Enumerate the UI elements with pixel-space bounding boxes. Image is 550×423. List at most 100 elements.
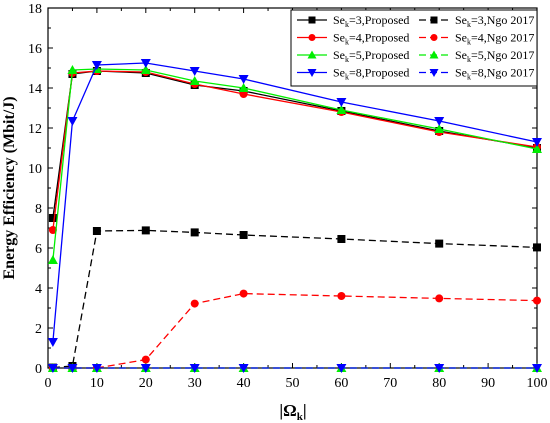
data-point-triangle-down	[307, 69, 317, 77]
legend-item: Sek=4,Proposed	[297, 31, 409, 47]
x-tick-label: 30	[188, 376, 202, 391]
data-point-triangle-down	[336, 364, 347, 373]
y-tick-label: 10	[28, 162, 42, 177]
legend-item: Sek=5,Proposed	[297, 48, 409, 64]
y-tick-label: 6	[35, 242, 42, 257]
legend: Sek=3,Proposed Sek=3,Ngo 2017 Sek=4,Propos…	[290, 9, 538, 87]
series-line	[52, 68, 538, 261]
series-4	[48, 289, 541, 372]
data-point-triangle-down	[47, 364, 58, 373]
series-line	[52, 70, 538, 219]
y-tick-label: 12	[28, 122, 42, 137]
data-point-triangle-down	[434, 117, 445, 126]
data-point-triangle-down	[238, 364, 249, 373]
series-line	[52, 70, 538, 231]
legend-item: Sek=5,Ngo 2017	[419, 48, 534, 64]
data-point-square	[435, 239, 444, 248]
data-point-circle	[141, 355, 150, 364]
data-point-triangle-up	[47, 255, 58, 264]
legend-item: Sek=8,Ngo 2017	[419, 66, 534, 82]
y-tick-label: 14	[28, 82, 42, 97]
x-tick-label: 20	[139, 376, 153, 391]
data-point-triangle-up	[140, 65, 151, 74]
data-point-circle	[308, 34, 316, 41]
data-point-triangle-up	[189, 76, 200, 85]
legend-item: Sek=8,Proposed	[297, 66, 409, 82]
data-point-triangle-up	[336, 105, 347, 114]
data-point-triangle-down	[140, 364, 151, 373]
x-tick-label: 40	[237, 376, 251, 391]
data-point-square	[239, 231, 248, 239]
series-8	[47, 364, 542, 373]
data-point-triangle-down	[189, 67, 200, 76]
data-point-triangle-down	[140, 59, 151, 68]
data-point-circle	[435, 294, 444, 303]
series-line	[52, 62, 538, 343]
data-point-triangle-down	[532, 364, 542, 373]
y-axis-title: Energy Efficiency (Mbit/J)	[1, 96, 18, 279]
series-line	[52, 292, 538, 369]
data-point-circle	[239, 289, 248, 298]
data-point-circle	[190, 299, 199, 308]
data-point-square	[92, 227, 101, 235]
data-point-circle	[430, 34, 438, 41]
data-point-triangle-up	[434, 124, 445, 133]
data-point-triangle-down	[189, 364, 200, 373]
x-tick-label: 10	[90, 376, 104, 391]
y-tick-label: 0	[35, 362, 42, 377]
y-tick-label: 2	[35, 322, 42, 337]
legend-label: Sek=8,Proposed	[333, 66, 409, 82]
data-point-circle	[337, 292, 346, 300]
data-point-triangle-down	[67, 117, 78, 126]
data-point-square	[337, 235, 346, 243]
legend-label: Sek=8,Ngo 2017	[455, 66, 534, 82]
data-point-triangle-down	[238, 75, 249, 84]
data-point-square	[430, 16, 438, 24]
data-point-triangle-down	[336, 98, 347, 107]
data-point-triangle-up	[532, 144, 542, 153]
y-tick-label: 8	[35, 202, 42, 217]
y-tick-label: 16	[28, 42, 42, 57]
x-tick-label: 80	[432, 376, 446, 391]
x-tick-label: 90	[481, 376, 495, 391]
data-point-square	[48, 214, 57, 222]
data-point-triangle-up	[307, 50, 317, 59]
data-point-square	[533, 243, 541, 252]
series-3	[48, 67, 541, 234]
x-tick-label: 60	[334, 376, 348, 391]
data-point-triangle-down	[91, 364, 102, 373]
x-tick-label: 50	[286, 376, 300, 391]
series-line	[52, 229, 538, 369]
legend-label: Sek=3,Proposed	[333, 13, 409, 29]
x-tick-label: 100	[527, 376, 548, 391]
series-5	[47, 64, 542, 264]
y-tick-label: 4	[35, 282, 42, 297]
x-tick-label: 70	[383, 376, 397, 391]
y-tick-label: 18	[28, 2, 42, 17]
series-7	[47, 59, 542, 347]
data-point-triangle-up	[429, 50, 439, 59]
data-point-triangle-up	[67, 65, 78, 74]
data-point-square	[190, 228, 199, 237]
legend-label: Sek=5,Proposed	[333, 48, 409, 64]
data-point-triangle-down	[67, 364, 78, 373]
legend-label: Sek=3,Ngo 2017	[455, 13, 534, 29]
legend-item: Sek=3,Proposed	[297, 13, 409, 29]
legend-label: Sek=5,Ngo 2017	[455, 48, 534, 64]
x-tick-label: 0	[45, 376, 52, 391]
data-point-square	[308, 16, 316, 24]
legend-label: Sek=4,Proposed	[333, 31, 409, 47]
data-point-circle	[533, 296, 541, 305]
data-point-circle	[48, 226, 57, 234]
legend-box	[290, 9, 538, 87]
data-point-triangle-down	[91, 61, 102, 70]
data-point-triangle-down	[47, 338, 58, 347]
x-axis-title: |Ωk|	[279, 401, 306, 423]
data-point-square	[141, 226, 150, 235]
legend-label: Sek=4,Ngo 2017	[455, 31, 534, 47]
legend-item: Sek=4,Ngo 2017	[419, 31, 534, 47]
data-point-triangle-up	[238, 83, 249, 92]
data-point-triangle-down	[434, 364, 445, 373]
data-point-triangle-down	[532, 138, 542, 147]
